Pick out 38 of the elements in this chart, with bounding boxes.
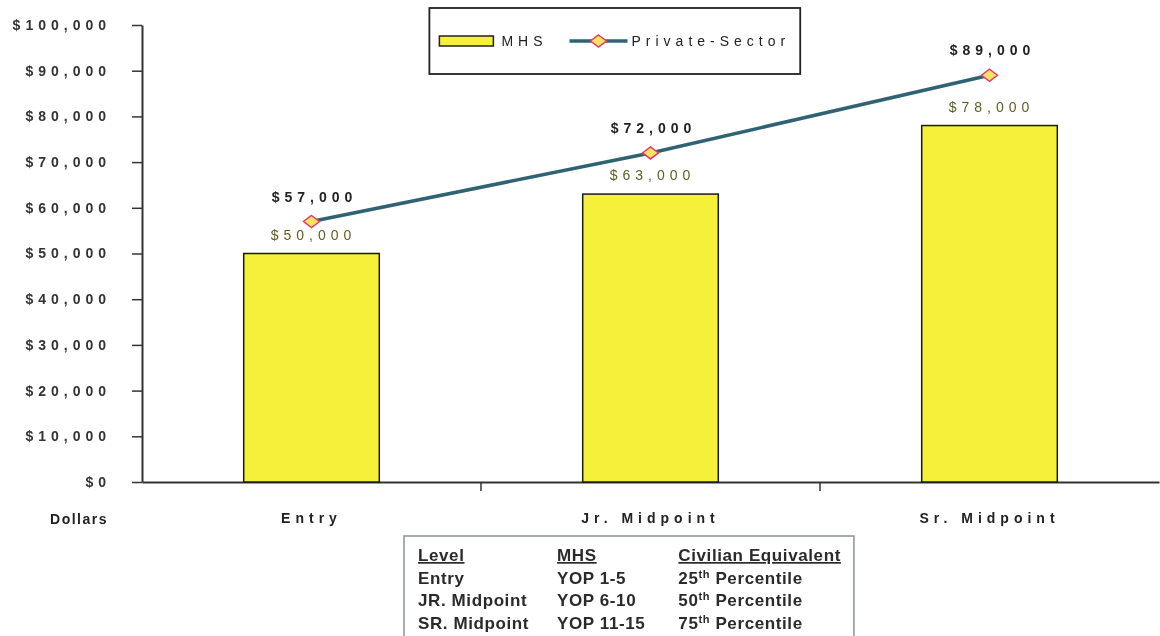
data-label: $50,000 [270, 226, 357, 243]
text: SR. Midpoint [418, 613, 530, 633]
bar [242, 252, 381, 483]
text: Entry [418, 568, 465, 588]
text: YOP 11-15 [557, 613, 646, 633]
text: YOP 1-5 [557, 568, 627, 588]
x-tick-label: Sr. Midpoint [919, 509, 1060, 526]
data-label: $57,000 [271, 188, 358, 205]
y-tick-label: $90,000 [25, 62, 111, 79]
y-tick-label: $20,000 [25, 382, 111, 399]
text: JR. Midpoint [418, 591, 528, 610]
y-tick-label: $80,000 [25, 108, 111, 125]
text: Level [418, 546, 465, 565]
data-label: $78,000 [948, 98, 1035, 115]
data-label: $72,000 [610, 119, 697, 136]
y-tick-label: $10,000 [25, 428, 111, 445]
y-tick-label: $30,000 [25, 336, 111, 353]
text: 75$^{th}$ Percentile [678, 612, 803, 633]
y-tick-label: $0 [85, 473, 111, 490]
data-label: $63,000 [609, 167, 696, 184]
bar [581, 193, 720, 483]
legend-label: MHS [501, 33, 548, 49]
y-axis-title: Dollars [50, 511, 108, 527]
text: Civilian Equivalent [678, 546, 841, 565]
y-tick-label: $40,000 [25, 291, 111, 308]
y-tick-label: $70,000 [25, 154, 111, 171]
x-tick-label: Entry [281, 509, 342, 526]
x-tick-label: Jr. Midpoint [581, 509, 720, 526]
text: MHS [557, 546, 597, 565]
y-tick-label: $60,000 [25, 199, 111, 216]
text: 25$^{th}$ Percentile [678, 567, 803, 588]
y-tick-label: $50,000 [25, 245, 111, 262]
data-label: $89,000 [949, 42, 1036, 59]
bar [920, 124, 1059, 483]
y-tick-label: $100,000 [12, 16, 111, 33]
text: 50$^{th}$ Percentile [678, 590, 803, 610]
legend-label: Private-Sector [631, 33, 791, 49]
text: YOP 6-10 [557, 591, 637, 610]
